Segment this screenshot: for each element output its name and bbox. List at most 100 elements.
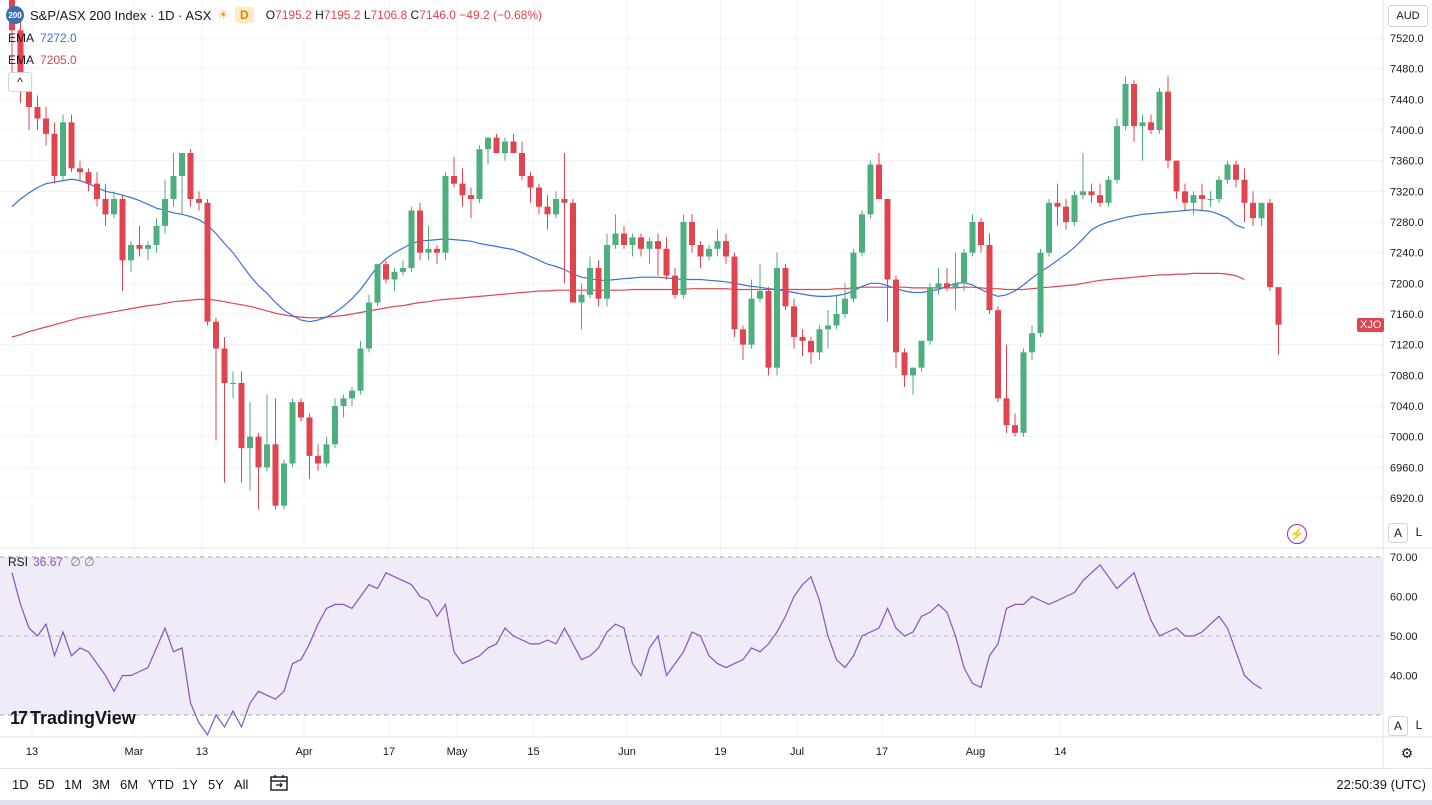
timeframe-3m[interactable]: 3M [92, 777, 111, 792]
candle-body [247, 436, 253, 449]
candle-body [238, 383, 245, 449]
price-tick-label: 7000.0 [1390, 432, 1424, 444]
time-tick-label: Aug [966, 746, 986, 758]
rsi-auto-scale-button[interactable]: A [1388, 716, 1408, 736]
price-tick-label: 6960.0 [1390, 462, 1424, 474]
ema-fast-legend[interactable]: EMA 7272.0 [8, 31, 77, 45]
candle-body [672, 275, 678, 295]
candle-body [952, 283, 959, 288]
candle-body [536, 187, 542, 207]
price-tick-label: 7080.0 [1390, 370, 1424, 382]
candle-body [1233, 164, 1239, 180]
timeframe-5y[interactable]: 5Y [208, 777, 224, 792]
timeframe-1d[interactable]: 1D [12, 777, 29, 792]
candle-body [1250, 202, 1256, 219]
candle-body [587, 268, 593, 295]
price-tick-label: 7440.0 [1390, 94, 1424, 106]
lightning-icon[interactable]: ⚡ [1287, 524, 1307, 544]
candle-body [306, 417, 313, 456]
time-tick-label: 13 [26, 746, 38, 758]
candle-body [1012, 425, 1018, 433]
candle-body [519, 153, 525, 176]
candle-body [638, 237, 644, 249]
candle-body [128, 245, 134, 261]
utc-clock[interactable]: 22:50:39 (UTC) [1336, 777, 1426, 792]
candle-body [179, 153, 185, 176]
log-scale-button[interactable]: L [1415, 525, 1423, 539]
auto-scale-button[interactable]: A [1388, 523, 1408, 543]
candle-body [1122, 84, 1129, 127]
price-scale[interactable]: 7520.0 7480.0 7440.0 7400.0 7360.0 7320.0 7280… [1390, 33, 1424, 505]
time-tick-label: 19 [714, 746, 726, 758]
timeframe-1m[interactable]: 1M [64, 777, 83, 792]
collapse-legend-button[interactable]: ^ [8, 72, 32, 92]
candle-body [153, 225, 160, 245]
candle-body [1207, 199, 1214, 200]
candle-body [102, 199, 109, 215]
candle-body [315, 455, 321, 464]
candle-body [825, 325, 831, 330]
settings-gear-icon[interactable]: ⚙ [1400, 744, 1414, 761]
rsi-log-scale-button[interactable]: L [1415, 718, 1423, 732]
price-tick-label: 7320.0 [1390, 186, 1424, 198]
candle-body [1063, 206, 1069, 222]
price-tick-label: 7240.0 [1390, 248, 1424, 260]
rsi-legend[interactable]: RSI 36.67 ∅ ∅ [8, 555, 95, 569]
calendar-range-icon[interactable] [270, 775, 288, 791]
candle-body [374, 264, 381, 303]
candle-body [451, 176, 457, 184]
candle-body [1173, 160, 1180, 192]
candle-body [1131, 84, 1137, 127]
candle-body [578, 294, 585, 303]
timeframe-6m[interactable]: 6M [120, 777, 139, 792]
candle-body [187, 153, 194, 199]
candle-body [1071, 195, 1078, 222]
timeframe-ytd[interactable]: YTD [148, 777, 174, 792]
candle-body [145, 245, 151, 249]
candle-body [791, 306, 797, 337]
candle-body [646, 241, 653, 249]
time-tick-label: May [447, 746, 468, 758]
candle-body [1224, 164, 1231, 180]
candle-body [281, 463, 287, 506]
timeframe-5d[interactable]: 5D [38, 777, 55, 792]
symbol-legend: 200 S&P/ASX 200 Index · 1D · ASX ☀ D O71… [6, 6, 542, 24]
candle-body [995, 310, 1001, 399]
candle-body [961, 252, 967, 284]
currency-selector[interactable]: AUD [1388, 5, 1428, 27]
delayed-badge[interactable]: D [235, 7, 254, 23]
price-tick-label: 7400.0 [1390, 125, 1424, 137]
candle-body [162, 199, 168, 226]
candle-body [680, 222, 687, 295]
rsi-scale[interactable]: 70.00 60.00 50.00 40.00 [1390, 552, 1418, 683]
candle-body [34, 107, 41, 119]
candle-body [43, 118, 49, 134]
candle-body [663, 248, 670, 276]
candle-body [1020, 352, 1027, 433]
price-tick-label: 7120.0 [1390, 340, 1424, 352]
sun-icon[interactable]: ☀ [217, 7, 230, 22]
bottom-toolbar: 1D 5D 1M 3M 6M YTD 1Y 5Y All 22:50:39 (UTC) [0, 768, 1432, 801]
timeframe-all[interactable]: All [234, 777, 249, 792]
candle-body [77, 168, 83, 173]
rsi-path [11, 563, 1262, 737]
candle-body [1165, 91, 1171, 161]
symbol-badge[interactable]: 200 [6, 6, 24, 24]
candle-body [1114, 126, 1120, 180]
candle-body [400, 268, 406, 272]
candle-body [621, 233, 627, 245]
timeframe-1y[interactable]: 1Y [182, 777, 198, 792]
price-tick-label: 7280.0 [1390, 217, 1424, 229]
candle-body [740, 329, 746, 345]
price-tick-label: 7160.0 [1390, 309, 1424, 321]
candle-body [442, 176, 449, 253]
candle-body [944, 283, 950, 288]
candle-body [340, 398, 347, 406]
tradingview-brand: TradingView [30, 708, 136, 728]
tradingview-logo[interactable]: 17 TradingView [10, 708, 136, 729]
ema-slow-legend[interactable]: EMA 7205.0 [8, 53, 77, 67]
candle-body [689, 222, 695, 245]
symbol-title[interactable]: S&P/ASX 200 Index · 1D · ASX [30, 7, 212, 23]
time-scale[interactable]: 13 Mar 13 Apr 17 May 15 Jun 19 Jul 17 Aug 14 [26, 746, 1067, 758]
